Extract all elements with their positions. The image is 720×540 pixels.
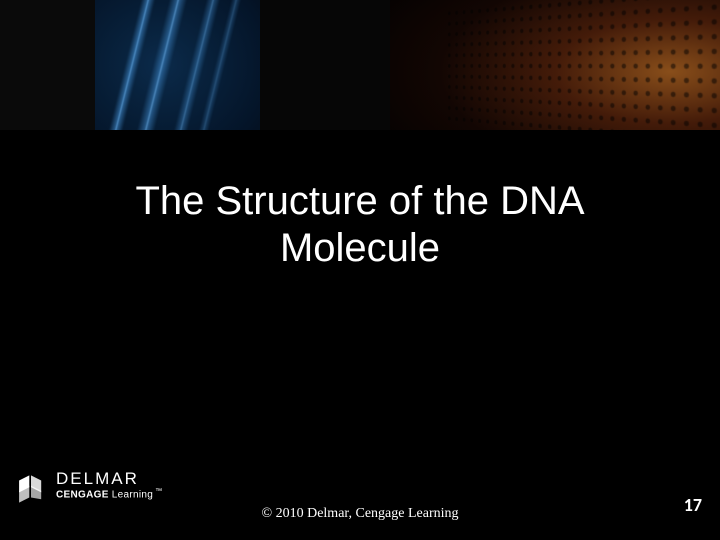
band-panel-blue-streaks: [95, 0, 260, 130]
slide-title: The Structure of the DNA Molecule: [0, 178, 720, 272]
brand-division-strong: CENGAGE: [56, 489, 109, 500]
page-number: 17: [684, 494, 702, 516]
top-decorative-band: [0, 0, 720, 130]
band-panel-dark: [260, 0, 390, 130]
band-panel-dark: [0, 0, 95, 130]
copyright-text: © 2010 Delmar, Cengage Learning: [0, 506, 720, 522]
trademark-symbol: ™: [155, 488, 162, 495]
brand-division-light: Learning: [109, 489, 153, 500]
band-panel-orange-mesh: [390, 0, 720, 130]
publisher-logo: DELMAR CENGAGE Learning™: [14, 470, 162, 506]
slide: The Structure of the DNA Molecule DELMAR…: [0, 0, 720, 540]
brand-division: CENGAGE Learning™: [56, 488, 162, 501]
mesh-dots-icon: [446, 0, 720, 130]
delmar-logo-icon: [14, 472, 48, 506]
brand-name: DELMAR: [56, 470, 162, 488]
publisher-logo-text: DELMAR CENGAGE Learning™: [56, 470, 162, 501]
